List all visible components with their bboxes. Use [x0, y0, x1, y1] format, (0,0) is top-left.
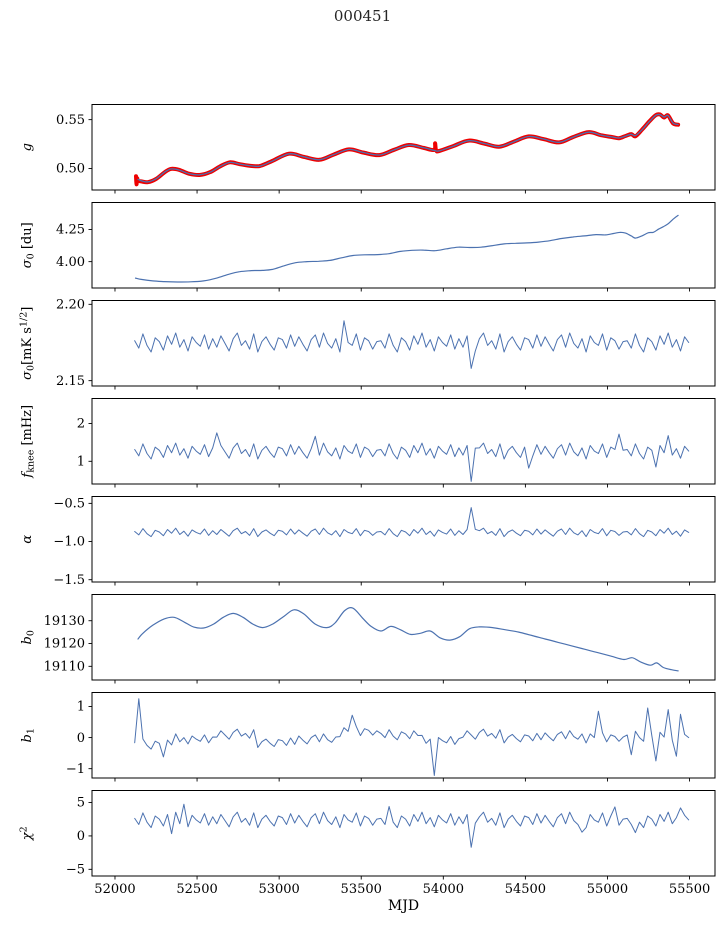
x-tick-label: 55000	[587, 882, 628, 897]
y-tick-label: 5	[77, 796, 85, 811]
panel-chi2: 52000 52500 53000 53500 54000 54500 55000 55500…	[18, 790, 716, 897]
series-g-data-red	[134, 112, 681, 187]
panel-sigma0-mks: 2.15 2.20 σ0[mK s1/2]	[18, 298, 716, 390]
series-b0-line	[137, 607, 679, 672]
y-tick-label: −1.5	[53, 573, 85, 588]
series-alpha-line	[134, 507, 690, 538]
y-tick-label: −0.5	[53, 497, 85, 512]
y-tick-label: 2.15	[56, 374, 85, 389]
axes-frame	[91, 300, 716, 387]
y-tick-label: 1	[77, 700, 85, 715]
series-sigma0-du-line	[134, 214, 679, 283]
x-tick-label: 54500	[505, 882, 546, 897]
axes-frame	[91, 594, 716, 681]
x-tick-label: 53000	[258, 882, 299, 897]
series-g-fit-blue	[137, 113, 679, 183]
y-tick-label: 19110	[44, 660, 85, 675]
panel-b1: −1 0 1 b1	[20, 692, 716, 782]
y-tick-label: −1	[66, 762, 85, 777]
y-tick-label: 19130	[44, 614, 85, 629]
panel-b0: 19110 19120 19130 b0	[20, 594, 716, 684]
x-tick-label: 52000	[94, 882, 135, 897]
panel-g: 0.50 0.55 g	[20, 104, 716, 194]
y-axis-label-g: g	[20, 143, 35, 151]
x-tick-label: 52500	[176, 882, 217, 897]
y-tick-label: 0	[77, 731, 85, 746]
y-axis-label-b1: b1	[20, 728, 37, 742]
axes-frame	[91, 398, 716, 485]
y-tick-label: 0.55	[56, 113, 85, 128]
series-sigma0-mks-line	[134, 320, 690, 369]
axes-frame	[91, 202, 716, 289]
y-tick-label: 19120	[44, 637, 85, 652]
y-tick-label: −5	[66, 863, 85, 878]
y-tick-label: 0.50	[56, 162, 85, 177]
y-axis-label-chi2: χ2	[18, 826, 35, 841]
panel-fknee: 1 2 fknee [mHz]	[20, 398, 716, 488]
axes-frame	[91, 496, 716, 583]
y-axis-label-sigma0-mks: σ0[mK s1/2]	[18, 307, 36, 380]
axes-frame	[91, 790, 716, 877]
x-tick-label: 54000	[423, 882, 464, 897]
y-axis-label-b0: b0	[20, 630, 37, 644]
x-tick-label: 55500	[669, 882, 710, 897]
axes-frame	[91, 104, 716, 191]
y-tick-label: 1	[77, 455, 85, 470]
y-tick-label: 4.00	[56, 255, 85, 270]
axes-frame	[91, 692, 716, 779]
y-tick-label: 2.20	[56, 298, 85, 313]
x-axis-label: MJD	[387, 898, 420, 914]
series-fknee-line	[134, 432, 690, 482]
y-tick-label: 4.25	[56, 223, 85, 238]
panel-sigma0-du: 4.00 4.25 σ0 [du]	[20, 202, 716, 292]
y-axis-label-alpha: α	[20, 535, 35, 544]
x-tick-label: 53500	[341, 882, 382, 897]
y-tick-label: 0	[77, 829, 85, 844]
y-axis-label-fknee: fknee [mHz]	[20, 405, 37, 479]
y-tick-label: 2	[77, 417, 85, 432]
figure-title: 000451	[333, 7, 392, 25]
series-chi2-line	[134, 803, 690, 848]
series-b1-line	[134, 698, 690, 776]
y-axis-label-sigma0-du: σ0 [du]	[20, 222, 37, 268]
panel-alpha: −1.5 −1.0 −0.5 α	[20, 496, 716, 588]
y-tick-label: −1.0	[53, 535, 85, 550]
